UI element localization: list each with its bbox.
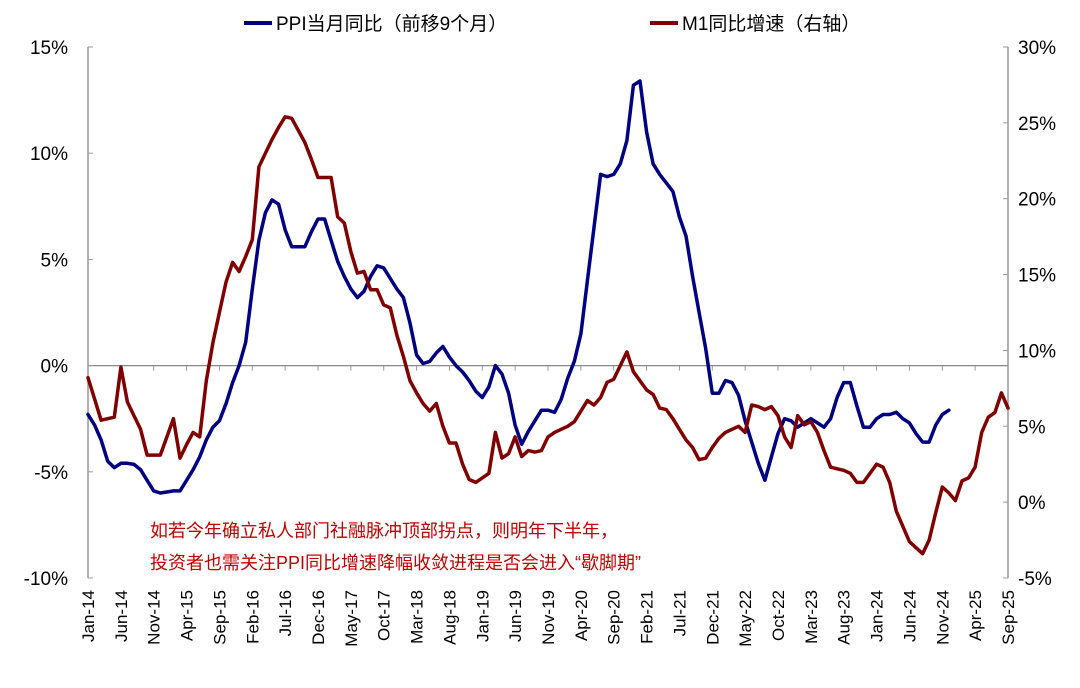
legend-label-m1: M1同比增速（右轴） [682, 13, 860, 35]
x-axis-tick-label: Jun-19 [506, 590, 525, 642]
annotation-line-1: 如若今年确立私人部门社融脉冲顶部拐点，则明年下半年， [150, 521, 618, 541]
annotation-line-2: 投资者也需关注PPI同比增速降幅收敛进程是否会进入“歇脚期” [150, 553, 641, 573]
left-axis-tick-label: 5% [41, 250, 69, 271]
left-axis-tick-label: 15% [30, 38, 68, 59]
right-axis-tick-label: 30% [1018, 38, 1056, 59]
x-axis-tick-label: Sep-20 [605, 590, 624, 645]
x-axis-tick-label: Dec-16 [309, 590, 328, 645]
x-axis-tick-label: Nov-14 [145, 590, 164, 645]
x-axis-tick-label: Jun-24 [900, 590, 919, 642]
left-axis-tick-label: -5% [34, 463, 68, 484]
left-axis-tick-label: 0% [41, 357, 69, 378]
x-axis-tick-label: Mar-23 [802, 590, 821, 644]
x-axis-tick-label: Jan-19 [473, 590, 492, 642]
x-axis-tick-label: Jun-14 [112, 590, 131, 642]
plot-area [86, 79, 1010, 556]
x-axis-tick-label: Aug-18 [440, 590, 459, 645]
legend: PPI当月同比（前移9个月） M1同比增速（右轴） [244, 13, 860, 35]
annotation: 如若今年确立私人部门社融脉冲顶部拐点，则明年下半年， 投资者也需关注PPI同比增… [150, 521, 641, 573]
x-axis-tick-label: May-17 [342, 590, 361, 647]
series-line-m1 [86, 115, 1010, 556]
right-axis-tick-label: 5% [1018, 417, 1046, 438]
x-axis-tick-label: Oct-17 [375, 590, 394, 641]
x-axis-tick-label: Apr-15 [178, 590, 197, 641]
right-axis-tick-label: 20% [1018, 190, 1056, 211]
axes: -10% -5% 0% 5% 10% 15% -5% 0% 5% 10% 15% 20% 25% 30% J… [24, 38, 1056, 647]
x-axis-tick-label: Sep-25 [999, 590, 1018, 645]
x-axis-tick-label: Jan-24 [868, 590, 887, 642]
x-axis-tick-label: Nov-19 [539, 590, 558, 645]
series-line-ppi [86, 79, 951, 495]
right-axis-tick-label: -5% [1018, 569, 1052, 590]
x-axis-tick-label: Apr-20 [572, 590, 591, 641]
x-axis-tick-label: Apr-25 [966, 590, 985, 641]
x-axis-tick-label: Oct-22 [769, 590, 788, 641]
x-axis-tick-label: Jul-16 [276, 590, 295, 636]
x-axis-tick-label: Jul-21 [670, 590, 689, 636]
right-axis-tick-label: 10% [1018, 341, 1056, 362]
x-axis-tick-label: Jan-14 [79, 590, 98, 642]
x-axis-tick-label: Dec-21 [703, 590, 722, 645]
x-axis-tick-label: Feb-16 [243, 590, 262, 644]
right-axis-tick-label: 15% [1018, 266, 1056, 287]
x-axis-tick-label: Aug-23 [835, 590, 854, 645]
right-axis-tick-label: 0% [1018, 493, 1046, 514]
x-axis-tick-label: Sep-15 [210, 590, 229, 645]
left-axis-tick-label: 10% [30, 144, 68, 165]
x-axis-tick-label: May-22 [736, 590, 755, 647]
x-axis-tick-label: Nov-24 [933, 590, 952, 645]
legend-label-ppi: PPI当月同比（前移9个月） [276, 13, 507, 35]
right-axis-tick-label: 25% [1018, 114, 1056, 135]
x-axis-tick-label: Mar-18 [408, 590, 427, 644]
x-axis-tick-label: Feb-21 [638, 590, 657, 644]
left-axis-tick-label: -10% [24, 569, 68, 590]
